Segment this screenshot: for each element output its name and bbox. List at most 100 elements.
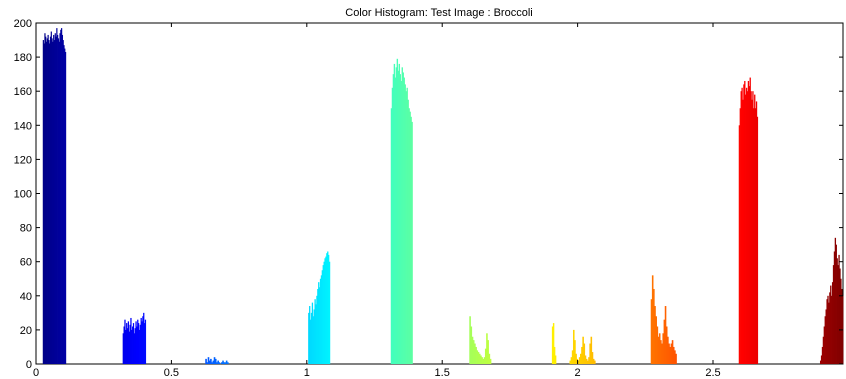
- histogram-bar: [227, 362, 229, 364]
- histogram-bar: [650, 299, 653, 364]
- histogram-bar: [123, 326, 125, 364]
- histogram-bar: [127, 321, 130, 365]
- histogram-bar: [829, 292, 831, 364]
- histogram-bar: [214, 358, 217, 364]
- histogram-bar: [674, 350, 676, 364]
- histogram-bar: [57, 38, 60, 364]
- histogram-bar: [55, 36, 57, 364]
- histogram-bar: [397, 70, 400, 365]
- histogram-bar: [833, 251, 836, 364]
- histogram-bar: [216, 362, 218, 364]
- y-tick-label: 80: [20, 223, 32, 235]
- histogram-bar: [395, 67, 398, 364]
- x-tick-label: 1: [304, 367, 310, 379]
- histogram-bar: [658, 333, 661, 364]
- histogram-bar: [591, 352, 594, 364]
- histogram-bar: [211, 362, 213, 364]
- histogram-bar: [124, 319, 126, 364]
- histogram-bar: [317, 288, 319, 364]
- histogram-bar: [318, 287, 321, 364]
- histogram-bar: [470, 326, 473, 364]
- histogram-bar: [665, 326, 668, 364]
- histogram-bar: [320, 275, 323, 364]
- histogram-bar: [138, 323, 140, 364]
- histogram-bar: [476, 350, 479, 364]
- x-tick-label: 2: [575, 367, 581, 379]
- histogram-bar: [394, 77, 397, 364]
- histogram-bar: [552, 323, 555, 364]
- histogram-bar: [481, 357, 483, 364]
- histogram-bar: [663, 319, 666, 364]
- histogram-bar: [746, 91, 749, 364]
- histogram-bar: [49, 43, 51, 365]
- histogram-bar: [221, 362, 223, 364]
- histogram-bar: [571, 350, 574, 364]
- histogram-bar: [827, 295, 829, 364]
- histogram-bar: [587, 360, 589, 364]
- histogram-bar: [403, 77, 405, 364]
- histogram-bar: [134, 328, 136, 364]
- histogram-bar: [410, 116, 412, 364]
- histogram-bar: [755, 101, 758, 365]
- histogram-bar: [578, 357, 581, 364]
- histogram-bar: [143, 312, 145, 364]
- histogram-bar: [46, 38, 48, 364]
- histogram-bar: [224, 362, 227, 364]
- histogram-bar: [472, 340, 475, 364]
- histogram-bar: [668, 343, 670, 364]
- histogram-bar: [484, 348, 487, 364]
- histogram-bar: [225, 360, 228, 364]
- histogram-bar: [589, 343, 591, 364]
- histogram-bar: [212, 360, 215, 364]
- histogram-bar: [310, 312, 313, 364]
- histogram-bar: [59, 33, 61, 364]
- histogram-bar: [590, 336, 593, 364]
- histogram-bar: [139, 324, 141, 364]
- histogram-bar: [140, 317, 142, 364]
- y-tick-label: 40: [20, 291, 32, 303]
- histogram-bar: [328, 261, 331, 364]
- histogram-bar: [45, 41, 48, 364]
- histogram-bar: [656, 326, 659, 364]
- histogram-bar: [62, 40, 64, 365]
- histogram-bar: [822, 336, 825, 364]
- histogram-bar: [400, 80, 402, 364]
- histogram-bar: [489, 358, 492, 364]
- histogram-bar: [837, 265, 839, 364]
- histogram-bar: [740, 91, 742, 364]
- histogram-bar: [752, 91, 754, 364]
- histogram-bar: [824, 316, 826, 364]
- histogram-bar: [327, 251, 329, 364]
- histogram-bar: [745, 87, 748, 364]
- histogram-bar: [132, 326, 134, 364]
- histogram-bar: [44, 33, 46, 364]
- histogram-bar: [572, 329, 575, 364]
- histogram-bar: [399, 74, 401, 365]
- histogram-bar: [748, 86, 750, 364]
- histogram-bar: [49, 36, 52, 364]
- histogram-bar: [482, 358, 485, 364]
- histogram-bar: [486, 333, 488, 364]
- histogram-bar: [129, 324, 131, 364]
- histogram-bar: [405, 91, 407, 364]
- y-tick-label: 140: [14, 120, 32, 132]
- histogram-bar: [391, 87, 394, 364]
- plot-area: [35, 22, 844, 365]
- histogram-bar: [309, 306, 311, 364]
- histogram-bar: [61, 28, 63, 365]
- histogram-bar: [672, 346, 675, 364]
- histogram-bar: [477, 352, 480, 364]
- histogram-bar: [569, 360, 572, 364]
- histogram-bar: [553, 346, 556, 364]
- histogram-bar: [469, 316, 471, 364]
- histogram-bar: [130, 317, 132, 364]
- histogram-bar: [58, 41, 60, 364]
- histogram-bar: [132, 323, 135, 364]
- histogram-bar: [321, 270, 323, 364]
- histogram-bar: [584, 355, 587, 364]
- histogram-bar: [137, 319, 139, 364]
- axis-ticks: 0 0.5 1 1.5 2 2.5 0 20 40 60 80 100 120 140 160 180 200: [14, 18, 843, 379]
- histogram-bar: [823, 326, 825, 364]
- histogram-bars: [42, 28, 844, 365]
- y-tick-label: 20: [20, 325, 32, 337]
